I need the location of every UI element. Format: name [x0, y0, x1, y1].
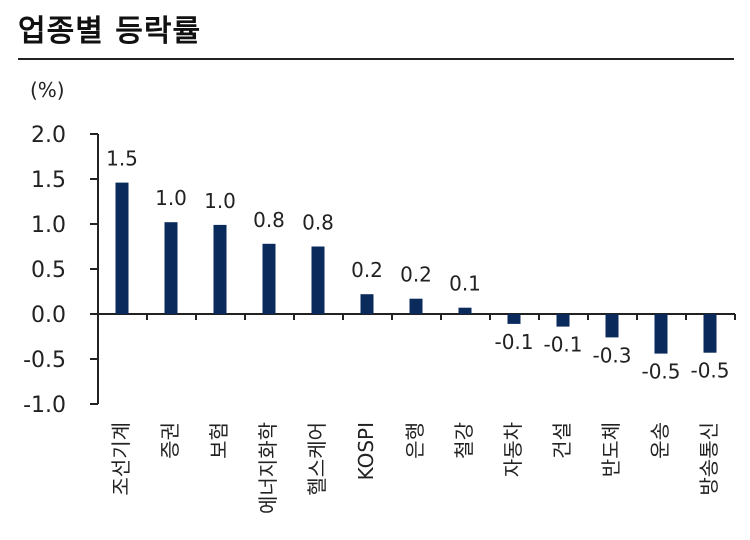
- category-label: 철강: [452, 422, 476, 459]
- category-label: 은행: [403, 422, 427, 459]
- data-label: 0.2: [400, 263, 432, 287]
- data-label: -0.5: [690, 359, 729, 383]
- category-label: 운송: [648, 422, 672, 459]
- data-label: 0.8: [302, 211, 334, 235]
- y-tick-label: 2.0: [31, 123, 66, 148]
- category-label: 에너지화학: [256, 422, 280, 514]
- bar: [115, 182, 129, 314]
- bar: [703, 314, 717, 353]
- category-label: 조선기계: [109, 422, 133, 496]
- data-label: 1.5: [106, 147, 138, 171]
- category-label: 자동차: [501, 422, 525, 477]
- bar: [556, 314, 570, 327]
- data-label: -0.1: [543, 333, 582, 357]
- data-label: 1.0: [155, 186, 187, 210]
- data-label: 1.0: [204, 189, 236, 213]
- category-label: 건설: [550, 422, 574, 459]
- y-unit-label: (%): [30, 78, 65, 102]
- bar: [311, 246, 325, 314]
- bar: [458, 307, 472, 314]
- bar: [360, 294, 374, 314]
- y-tick-label: -1.0: [23, 393, 66, 418]
- data-label: -0.1: [494, 330, 533, 354]
- bar: [409, 298, 423, 314]
- bar: [654, 314, 668, 354]
- bar: [605, 314, 619, 338]
- title-rule: [18, 58, 734, 60]
- data-label: 0.1: [449, 272, 481, 296]
- y-tick-label: 1.5: [31, 168, 66, 193]
- data-label: -0.5: [641, 360, 680, 384]
- category-label: 헬스케어: [305, 422, 329, 496]
- bar: [507, 314, 521, 324]
- chart-title: 업종별 등락률: [18, 14, 202, 49]
- category-label: KOSPI: [354, 422, 378, 480]
- data-label: -0.3: [592, 343, 631, 367]
- y-tick-label: -0.5: [23, 348, 66, 373]
- y-tick-label: 1.0: [31, 213, 66, 238]
- bar: [262, 243, 276, 314]
- bar: [213, 224, 227, 314]
- category-label: 방송통신: [697, 422, 721, 496]
- category-label: 보험: [207, 422, 231, 459]
- bar: [164, 222, 178, 314]
- y-tick-label: 0.5: [31, 258, 66, 283]
- data-label: 0.2: [351, 258, 383, 282]
- data-label: 0.8: [253, 208, 285, 232]
- category-label: 반도체: [599, 422, 623, 477]
- category-label: 증권: [158, 422, 182, 459]
- y-tick-label: 0.0: [31, 303, 66, 328]
